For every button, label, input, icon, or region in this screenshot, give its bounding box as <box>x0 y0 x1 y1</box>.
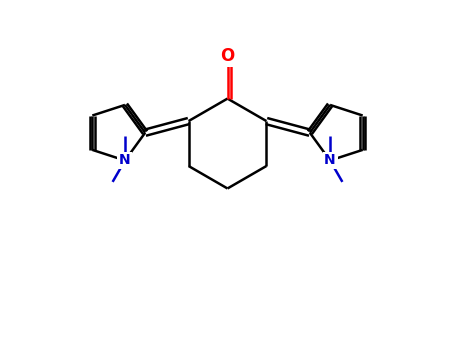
Text: N: N <box>324 154 336 168</box>
Text: N: N <box>119 154 131 168</box>
Text: O: O <box>220 47 235 65</box>
